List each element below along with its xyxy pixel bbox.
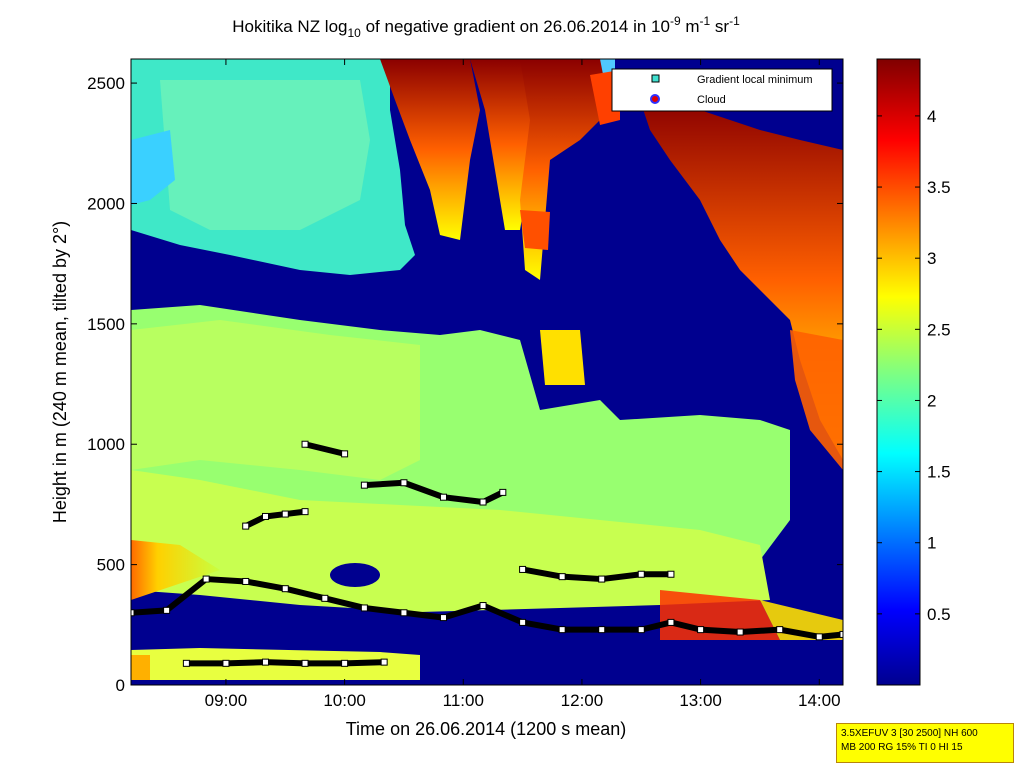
data-point — [400, 609, 408, 617]
info-line-1: 3.5XEFUV 3 [30 2500] NH 600 — [841, 728, 978, 739]
x-axis: 09:00 10:00 11:00 12:00 13:00 14:00 — [205, 59, 841, 710]
y-tick-label: 2000 — [87, 194, 125, 213]
y-tick-label: 1000 — [87, 435, 125, 454]
data-point — [341, 450, 349, 458]
legend-cloud-marker — [650, 94, 660, 104]
data-point — [222, 659, 230, 667]
data-point — [598, 575, 606, 583]
series-line — [186, 659, 385, 667]
data-point — [321, 594, 329, 602]
data-point — [499, 488, 507, 496]
x-tick-label: 10:00 — [323, 691, 366, 710]
data-point — [839, 630, 843, 638]
colorbar-tick-label: 0.5 — [927, 605, 951, 624]
data-point — [242, 577, 250, 585]
data-point — [380, 658, 388, 666]
data-point — [479, 602, 487, 610]
data-point — [637, 570, 645, 578]
chart-title: Hokitika NZ log10 of negative gradient o… — [232, 14, 740, 40]
y-tick-label: 0 — [116, 676, 125, 695]
gradient-minimum-series — [131, 440, 843, 667]
legend-label-gradient-minimum: Gradient local minimum — [697, 74, 813, 86]
series-line — [304, 441, 346, 457]
data-point — [242, 522, 250, 530]
data-point — [341, 659, 349, 667]
heatmap-field — [131, 59, 843, 685]
colorbar-tick-label: 4 — [927, 107, 936, 126]
data-point — [131, 609, 135, 617]
legend: Gradient local minimum Cloud — [611, 68, 833, 112]
data-point — [360, 604, 368, 612]
data-point — [439, 614, 447, 622]
colorbar-ticks: 0.5 1 1.5 2 2.5 3 3.5 4 — [877, 107, 951, 624]
data-point — [261, 512, 269, 520]
data-point — [360, 481, 368, 489]
y-tick-label: 1500 — [87, 315, 125, 334]
legend-square-marker — [651, 74, 660, 83]
data-point — [163, 606, 171, 614]
info-box: 3.5XEFUV 3 [30 2500] NH 600 MB 200 RG 15… — [836, 723, 1014, 763]
y-tick-label: 2500 — [87, 74, 125, 93]
data-point — [519, 618, 527, 626]
data-point — [301, 440, 309, 448]
legend-box — [611, 68, 833, 112]
series-line — [244, 508, 306, 529]
data-point — [301, 508, 309, 516]
colorbar-tick-label: 2 — [927, 391, 936, 410]
x-tick-label: 12:00 — [561, 691, 604, 710]
data-point — [479, 498, 487, 506]
series-line — [131, 576, 843, 640]
data-point — [519, 565, 527, 573]
data-point — [736, 628, 744, 636]
x-tick-label: 14:00 — [798, 691, 841, 710]
data-point — [558, 626, 566, 634]
colorbar-tick-label: 3.5 — [927, 178, 951, 197]
data-point — [281, 585, 289, 593]
colorbar-tick-label: 2.5 — [927, 320, 951, 339]
data-point — [182, 659, 190, 667]
data-point — [400, 479, 408, 487]
data-point — [202, 575, 210, 583]
legend-label-cloud: Cloud — [697, 94, 726, 106]
x-axis-label: Time on 26.06.2014 (1200 s mean) — [346, 719, 627, 739]
y-tick-label: 500 — [97, 556, 125, 575]
y-axis: 0 500 1000 1500 2000 2500 — [87, 74, 843, 695]
data-point — [281, 510, 289, 518]
data-point — [261, 658, 269, 666]
data-point — [667, 618, 675, 626]
data-point — [301, 659, 309, 667]
data-point — [558, 573, 566, 581]
data-point — [439, 493, 447, 501]
x-tick-label: 11:00 — [443, 691, 484, 710]
info-line-2: MB 200 RG 15% TI 0 HI 15 — [841, 742, 963, 753]
x-tick-label: 13:00 — [679, 691, 722, 710]
x-tick-label: 09:00 — [205, 691, 248, 710]
data-point — [667, 570, 675, 578]
data-point — [697, 626, 705, 634]
plot-frame — [130, 58, 844, 686]
colorbar — [876, 58, 921, 686]
data-point — [598, 626, 606, 634]
colorbar-tick-label: 1 — [927, 534, 936, 553]
data-point — [815, 633, 823, 641]
colorbar-tick-label: 3 — [927, 249, 936, 268]
data-point — [776, 626, 784, 634]
colorbar-tick-label: 1.5 — [927, 463, 951, 482]
y-axis-label: Height in m (240 m mean, tilted by 2°) — [50, 221, 70, 523]
data-point — [637, 626, 645, 634]
